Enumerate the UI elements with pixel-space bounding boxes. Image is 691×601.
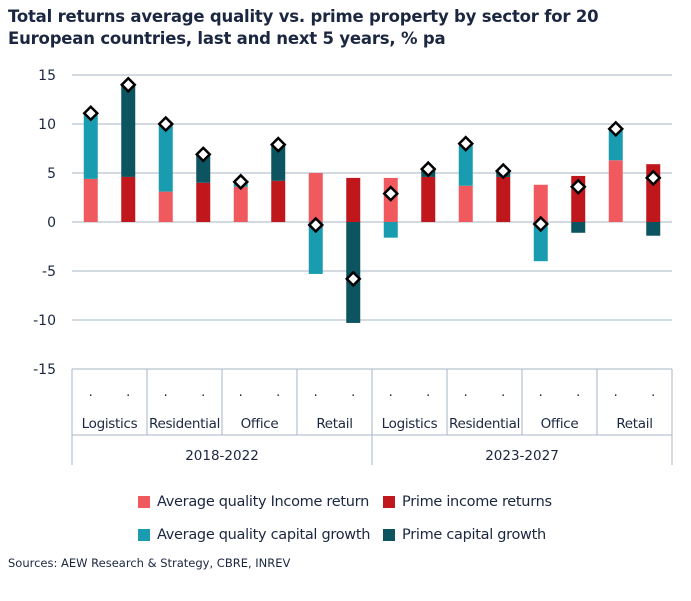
bar-income-prime <box>271 180 286 222</box>
bar-income-average <box>158 191 173 222</box>
legend-swatch <box>138 529 150 541</box>
sector-label: Logistics <box>82 416 138 432</box>
legend-item: Prime income returns <box>383 494 552 510</box>
bar-income-prime <box>496 176 511 222</box>
bar-income-prime <box>346 177 361 222</box>
sector-label: Retail <box>616 416 652 432</box>
total-return-marker <box>569 178 587 195</box>
total-return-marker <box>382 185 400 202</box>
period-label: 2018-2022 <box>185 448 259 464</box>
bar-capital-average <box>308 222 323 274</box>
category-tick-label: . <box>314 385 318 400</box>
category-tick-label: . <box>351 385 355 400</box>
category-tick-label: . <box>126 385 130 400</box>
y-tick-label: -15 <box>33 362 56 378</box>
bar-income-prime <box>121 176 136 222</box>
chart-title: Total returns average quality vs. prime … <box>8 7 599 48</box>
sector-label: Retail <box>316 416 352 432</box>
category-tick-label: . <box>426 385 430 400</box>
sector-label: Office <box>541 416 579 432</box>
total-return-marker <box>157 115 175 133</box>
category-tick-label: . <box>501 385 505 400</box>
legend-label: Average quality capital growth <box>157 527 371 543</box>
bar-income-average <box>458 185 473 222</box>
y-tick-label: 10 <box>38 117 56 133</box>
category-tick-label: . <box>651 385 655 400</box>
total-return-marker <box>307 216 325 234</box>
bar-capital-average <box>533 222 548 262</box>
sector-label: Logistics <box>382 416 438 432</box>
y-tick-label: 5 <box>47 166 56 182</box>
sector-label: Office <box>241 416 279 432</box>
category-tick-label: . <box>276 385 280 400</box>
bar-income-prime <box>421 176 436 222</box>
total-return-marker <box>607 120 625 138</box>
total-return-marker <box>419 160 437 178</box>
chart-plot: 15 10 5 0 -5 -10 -15............... . Logistics R… <box>33 68 673 465</box>
category-tick-label: . <box>239 385 243 400</box>
category-tick-label: . <box>389 385 393 400</box>
total-return-marker <box>194 146 212 163</box>
period-label: 2023-2027 <box>485 448 559 464</box>
y-tick-label: 15 <box>38 68 56 84</box>
total-return-marker <box>494 162 512 180</box>
bar-capital-average <box>158 124 173 192</box>
bar-income-average <box>233 186 248 222</box>
category-tick-label: . <box>614 385 618 400</box>
bar-income-prime <box>196 182 211 222</box>
total-return-marker <box>232 173 250 191</box>
bar-capital-average <box>83 114 98 179</box>
bar-income-average <box>308 173 323 222</box>
total-return-marker <box>457 135 475 152</box>
bar-capital-average <box>383 222 398 238</box>
total-return-marker <box>344 270 362 288</box>
legend-label: Average quality Income return <box>157 494 369 510</box>
bar-income-average <box>83 178 98 222</box>
legend-item: Average quality capital growth <box>138 527 370 543</box>
legend-label: Prime capital growth <box>402 527 546 543</box>
category-tick-label: . <box>464 385 468 400</box>
sector-label: Residential <box>149 416 220 432</box>
sector-label: Residential <box>449 416 520 432</box>
bar-capital-prime <box>646 222 661 236</box>
legend-swatch <box>383 529 395 541</box>
total-return-marker <box>82 104 100 122</box>
legend-swatch <box>138 496 150 508</box>
legend-item: Average quality Income return <box>138 494 369 510</box>
bar-capital-prime <box>121 84 136 177</box>
bar-capital-prime <box>196 154 211 183</box>
category-tick-label: . <box>89 385 93 400</box>
bar-capital-prime <box>571 222 586 233</box>
category-tick-label: . <box>201 385 205 400</box>
total-return-marker <box>119 76 137 94</box>
y-tick-label: -5 <box>42 264 56 280</box>
category-tick-label: . <box>164 385 168 400</box>
source-note: Sources: AEW Research & Strategy, CBRE, … <box>8 556 291 570</box>
total-return-marker <box>644 169 662 187</box>
category-tick-label: . <box>539 385 543 400</box>
bar-capital-prime <box>271 143 286 181</box>
bar-capital-average <box>608 128 623 161</box>
legend-swatch <box>383 496 395 508</box>
legend-item: Prime capital growth <box>383 527 546 543</box>
bar-income-average <box>533 184 548 222</box>
category-tick-label: . <box>576 385 580 400</box>
total-return-marker <box>532 215 550 233</box>
y-tick-label: -10 <box>33 313 56 329</box>
bar-capital-average <box>458 143 473 186</box>
total-return-marker <box>269 136 287 153</box>
bar-income-average <box>608 160 623 222</box>
legend-label: Prime income returns <box>402 494 552 510</box>
y-tick-label: 0 <box>47 215 56 231</box>
